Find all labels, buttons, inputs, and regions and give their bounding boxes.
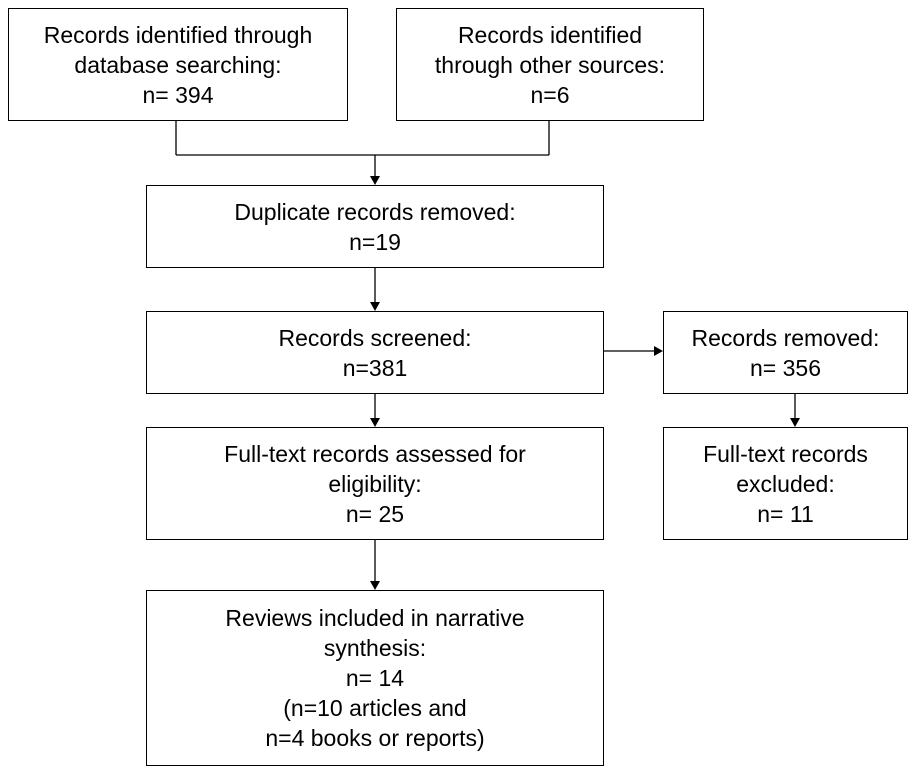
arrow-to-full-text-head bbox=[370, 418, 380, 427]
box-count: n= 356 bbox=[750, 354, 821, 381]
box-count: n= 25 bbox=[345, 500, 405, 527]
box-text-line: (n=10 articles and bbox=[283, 695, 467, 721]
box-text-line: database searching: bbox=[74, 51, 282, 78]
records-identified-database-box: Records identified through database sear… bbox=[8, 8, 348, 121]
arrow-to-duplicates-head bbox=[370, 176, 380, 185]
box-text-line: synthesis: bbox=[323, 635, 427, 661]
box-count: n=19 bbox=[349, 228, 401, 255]
box-count: n= 394 bbox=[142, 81, 214, 108]
arrow-to-screened-head bbox=[370, 302, 380, 311]
box-text-line: Duplicate records removed: bbox=[234, 198, 516, 225]
full-text-excluded-box: Full-text records excluded: n= 11 bbox=[663, 427, 908, 540]
full-text-assessed-box: Full-text records assessed for eligibili… bbox=[146, 427, 604, 540]
box-count: n=381 bbox=[342, 354, 408, 381]
box-text-line: excluded: bbox=[736, 470, 835, 497]
box-count: n=6 bbox=[530, 81, 570, 108]
box-text-line: eligibility: bbox=[328, 470, 422, 497]
reviews-included-box: Reviews included in narrative synthesis:… bbox=[146, 590, 604, 766]
box-text-line: through other sources: bbox=[434, 51, 666, 78]
box-text-line: Full-text records assessed for bbox=[224, 440, 526, 467]
records-removed-box: Records removed: n= 356 bbox=[663, 311, 908, 394]
box-text-line: Records screened: bbox=[278, 324, 472, 351]
records-screened-box: Records screened: n=381 bbox=[146, 311, 604, 394]
box-text-line: Records identified through bbox=[43, 21, 313, 48]
arrow-to-removed-head bbox=[654, 346, 663, 356]
box-text-line: Reviews included in narrative bbox=[225, 605, 525, 631]
box-text-line: Records removed: bbox=[691, 324, 880, 351]
box-count: n= 11 bbox=[757, 500, 814, 527]
duplicate-records-removed-box: Duplicate records removed: n=19 bbox=[146, 185, 604, 268]
box-count: n= 14 bbox=[345, 665, 405, 691]
arrow-to-excluded-head bbox=[790, 418, 800, 427]
arrow-to-included-head bbox=[370, 581, 380, 590]
box-text-line: Full-text records bbox=[703, 440, 868, 467]
records-identified-other-sources-box: Records identified through other sources… bbox=[396, 8, 704, 121]
box-text-line: Records identified bbox=[457, 21, 643, 48]
box-text-line: n=4 books or reports) bbox=[265, 725, 485, 751]
